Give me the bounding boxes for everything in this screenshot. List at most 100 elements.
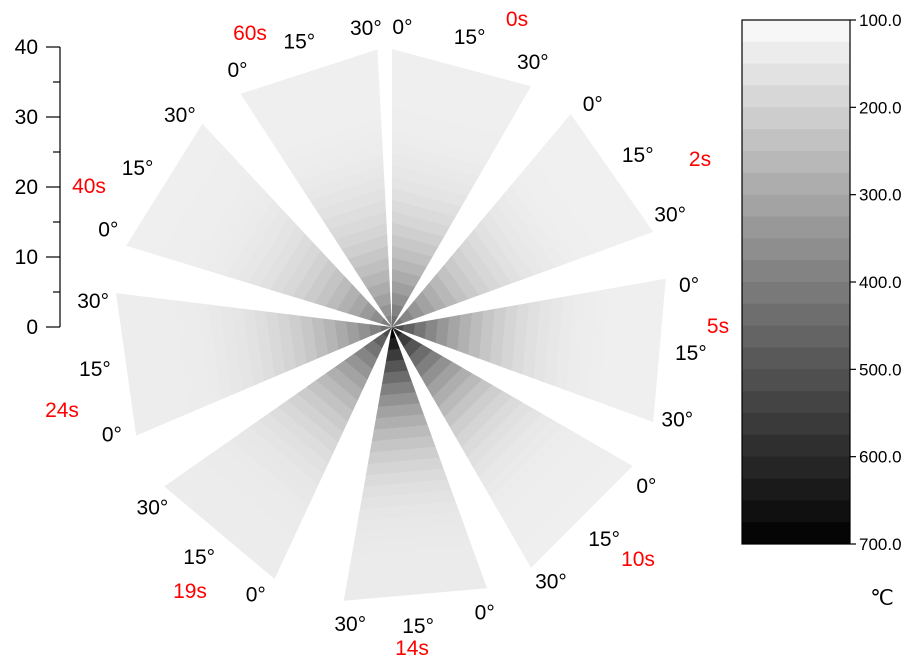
angle-label: 30° <box>654 204 686 227</box>
sector-band <box>495 193 556 272</box>
sector-19s <box>164 327 392 579</box>
sector-band <box>354 257 389 279</box>
colorbar-tick-label: 100.0 <box>859 11 902 30</box>
sector-band <box>373 333 388 348</box>
sector-band <box>426 361 463 398</box>
colorbar-level <box>742 20 850 43</box>
sector-band <box>292 250 330 301</box>
sector-band <box>346 321 361 346</box>
sector-band <box>397 332 413 348</box>
sector-band <box>357 500 460 521</box>
sector-band <box>565 292 586 395</box>
angle-label: 0° <box>392 16 412 39</box>
angle-label: 0° <box>475 601 495 624</box>
sector-band <box>349 544 476 567</box>
sector-band <box>392 315 398 327</box>
angle-label: 30° <box>535 570 567 593</box>
sector-2s <box>392 114 654 327</box>
sector-band <box>173 472 285 569</box>
sector-band <box>354 346 378 369</box>
sector-band <box>392 303 404 318</box>
sector-band <box>325 366 363 401</box>
sector-band <box>303 165 385 202</box>
sector-band <box>449 384 503 438</box>
sector-band <box>392 280 416 298</box>
colorbar-level <box>742 107 850 130</box>
sector-60s <box>240 49 392 327</box>
sector-band <box>347 293 369 317</box>
sector-band <box>484 419 563 498</box>
sector-band <box>159 149 235 260</box>
sector-band <box>513 448 613 548</box>
sector-group <box>116 49 666 601</box>
sector-band <box>641 278 666 423</box>
sector-band <box>148 140 227 256</box>
sector-band <box>385 348 404 362</box>
sector-band <box>366 280 391 299</box>
sector-band <box>268 406 334 464</box>
sector-band <box>259 225 306 290</box>
sector-band <box>438 373 483 418</box>
sector-band <box>259 413 329 474</box>
sector-band <box>306 379 354 422</box>
axis-tick-label: 10 <box>15 246 38 269</box>
sector-24s <box>116 293 392 436</box>
sector-band <box>375 402 424 419</box>
sector-band <box>353 522 468 544</box>
sector-band <box>380 318 392 327</box>
sector-band <box>173 300 201 413</box>
sector-band <box>554 294 575 391</box>
sector-band <box>478 308 495 363</box>
sector-band <box>335 222 388 250</box>
sector-band <box>185 301 212 409</box>
sector-band <box>389 327 396 339</box>
angle-label-group: 0° 15° 30° 0° 15° 30° 0° 15° 30° 0° 15° 30° 0° 15° 30°… <box>77 16 706 638</box>
sector-band <box>328 211 387 240</box>
colorbar-level <box>742 500 850 523</box>
sector-band <box>236 208 290 284</box>
colorbar-level <box>742 325 850 348</box>
sector-band <box>461 396 523 458</box>
sector-band <box>270 233 314 294</box>
colorbar-tick-label: 600.0 <box>859 448 902 467</box>
time-label: 2s <box>689 148 711 171</box>
sector-band <box>377 391 420 407</box>
colorbar: 100.0 200.0 300.0 400.0 500.0 600.0 700.0 ℃ <box>741 11 902 610</box>
sector-band <box>272 107 382 153</box>
sector-band <box>488 202 545 276</box>
sector-band <box>355 511 464 533</box>
sector-band <box>363 468 448 487</box>
sector-band <box>562 114 654 237</box>
sector-band <box>467 402 533 468</box>
sector-band <box>347 246 389 270</box>
sector-band <box>383 359 408 373</box>
sector-band <box>240 49 379 104</box>
sector-band <box>392 257 427 278</box>
time-label: 10s <box>621 548 655 571</box>
angle-label: 30° <box>77 290 109 313</box>
angle-label: 15° <box>283 31 315 54</box>
sector-band <box>351 533 472 556</box>
angle-label: 15° <box>183 546 215 569</box>
sector-band <box>311 317 329 359</box>
sector-band <box>392 153 479 187</box>
sector-band <box>403 338 423 358</box>
angle-label: 15° <box>79 358 111 381</box>
angle-label: 15° <box>402 615 434 638</box>
sector-band <box>507 442 603 538</box>
sector-band <box>334 319 350 350</box>
sector-band <box>359 489 456 510</box>
sector-band <box>265 311 286 377</box>
sector-band <box>620 282 643 415</box>
sector-band <box>446 314 461 351</box>
angle-label: 30° <box>137 497 169 520</box>
sector-band <box>192 174 258 270</box>
sector-band <box>435 316 450 347</box>
colorbar-level <box>742 151 850 174</box>
angle-label: 30° <box>517 51 549 74</box>
colorbar-level <box>742 282 850 305</box>
sector-band <box>392 324 404 331</box>
time-label: 60s <box>233 22 267 45</box>
sector-band <box>150 297 180 423</box>
sector-band <box>322 199 386 231</box>
